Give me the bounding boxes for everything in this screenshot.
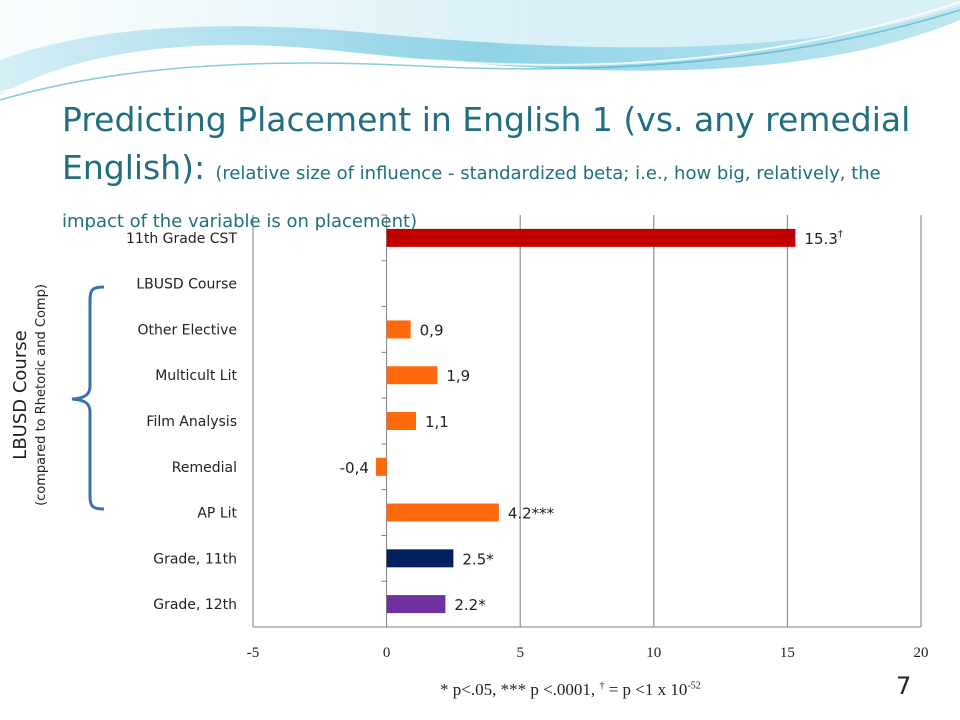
bar: [386, 366, 438, 385]
data-label: 1,1: [425, 413, 449, 431]
bar: [375, 457, 387, 476]
group-bracket: [71, 285, 105, 511]
x-tick-label: 0: [383, 645, 391, 661]
group-label-subtitle: (compared to Rhetoric and Comp): [34, 284, 49, 506]
x-tick-label: 15: [780, 645, 795, 661]
category-label: Grade, 11th: [153, 551, 237, 567]
bar: [386, 503, 499, 522]
slide-title: Predicting Placement in English 1 (vs. a…: [62, 96, 942, 240]
slide-number: 7: [896, 672, 912, 700]
header-wave-decoration: [0, 0, 960, 101]
footnote-prefix: * p<.05, *** p <.0001,: [440, 680, 600, 699]
category-label: AP Lit: [197, 506, 237, 522]
bar: [386, 412, 416, 430]
x-tick-label: -5: [247, 645, 260, 661]
data-label: -0,4: [340, 459, 369, 477]
data-label-mark: †: [838, 229, 843, 240]
x-tick-label: 10: [646, 645, 661, 661]
data-label: 4.2***: [508, 505, 555, 523]
data-label: 2.2*: [454, 596, 486, 614]
footnote-dagger: †: [599, 680, 605, 692]
category-label: Grade, 12th: [153, 597, 237, 613]
footnote-exponent: -52: [687, 680, 701, 692]
category-label: Multicult Lit: [155, 368, 237, 384]
group-label-title: LBUSD Course: [10, 330, 31, 460]
bar: [386, 320, 411, 339]
data-label: 15.3†: [804, 229, 842, 248]
bar: [386, 595, 446, 614]
data-label: 1,9: [446, 367, 470, 385]
footnote-mid: = p <1 x 10: [604, 680, 688, 699]
x-tick-label: 5: [516, 645, 524, 661]
data-label: 0,9: [420, 321, 444, 339]
slide-title-subtitle: (relative size of influence - standardiz…: [62, 163, 881, 232]
category-label: 11th Grade CST: [126, 231, 237, 247]
x-tick-label: 20: [914, 645, 929, 661]
slide-title-main: Predicting Placement in English 1 (vs. a…: [62, 100, 911, 187]
category-label: Other Elective: [137, 322, 237, 338]
category-label: Remedial: [172, 460, 237, 476]
category-label: Film Analysis: [146, 414, 237, 430]
bar: [386, 549, 454, 568]
significance-footnote: * p<.05, *** p <.0001, † = p <1 x 10-52: [440, 680, 701, 700]
data-label: 2.5*: [462, 550, 494, 568]
category-label: LBUSD Course: [136, 277, 237, 293]
bar-chart: -5 0 5 10 15 20 11th Grade CST 15.3† LBUSD Cours…: [126, 214, 929, 661]
bar: [386, 228, 796, 247]
